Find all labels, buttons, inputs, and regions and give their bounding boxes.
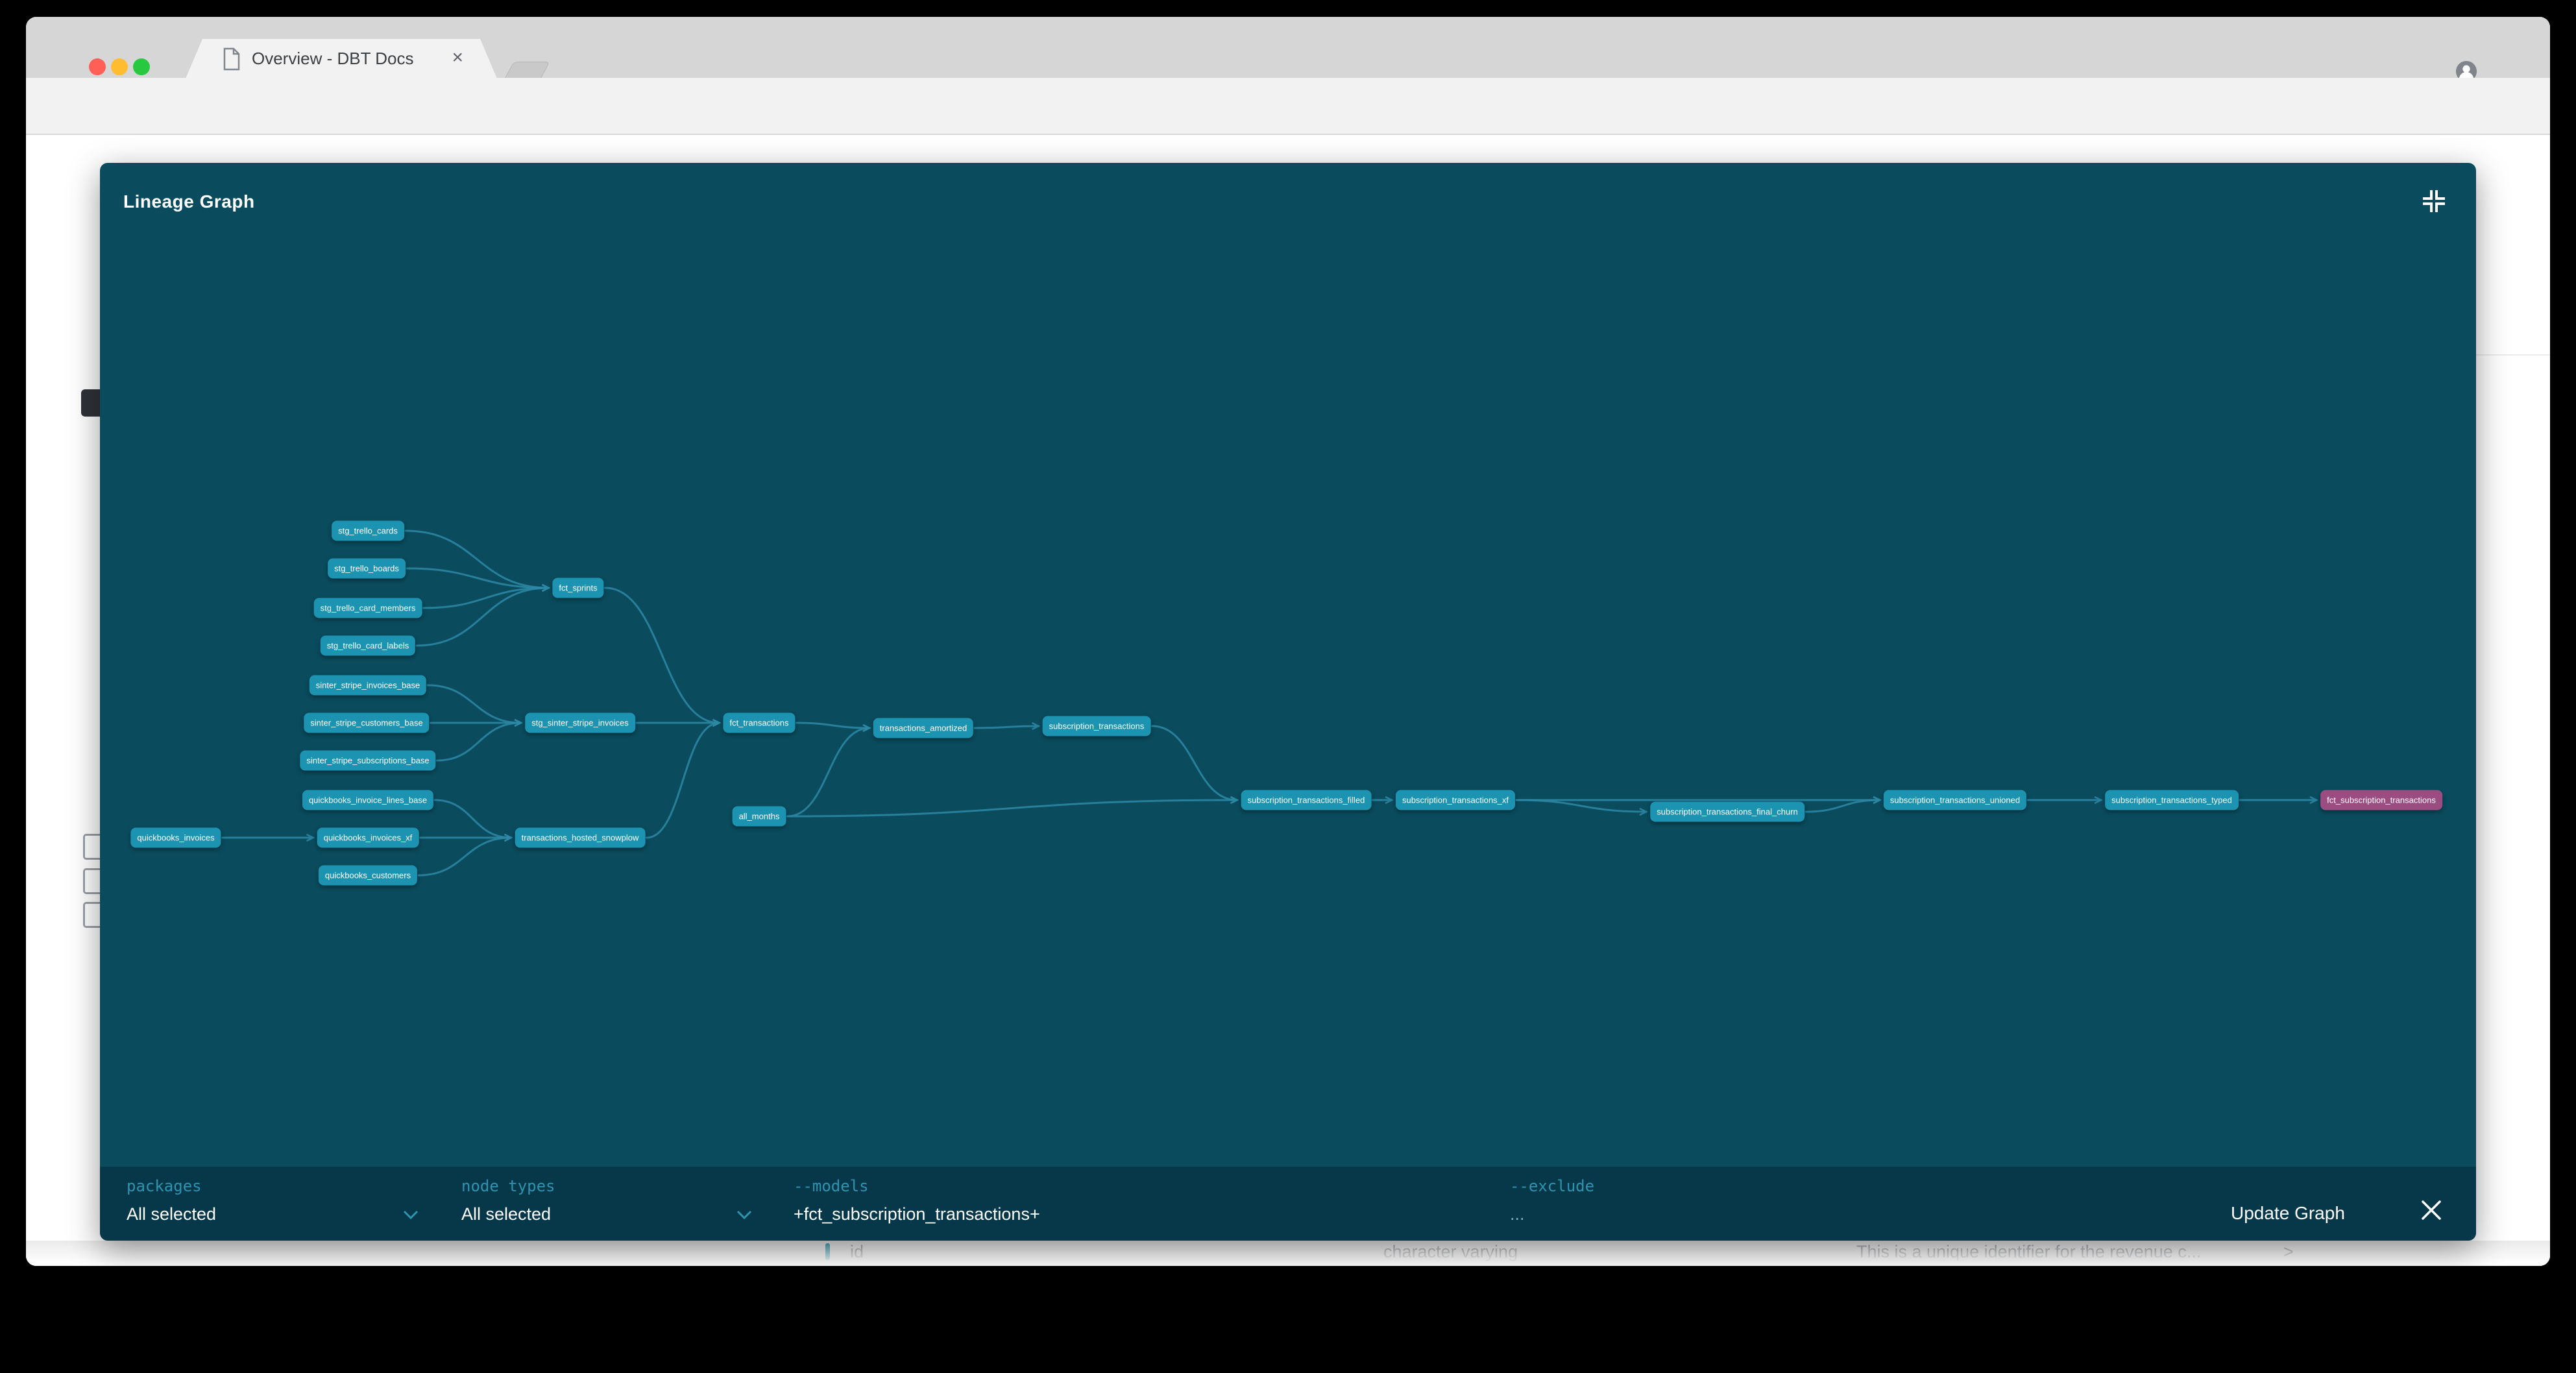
browser-window: Overview - DBT Docs × <box>26 17 2550 1266</box>
page-table-row: id character varying This is a unique id… <box>26 1241 2550 1266</box>
column-datatype: character varying <box>1383 1242 1518 1261</box>
node-types-select[interactable]: All selected <box>461 1204 552 1224</box>
graph-edge <box>604 587 722 727</box>
collapse-graph-icon[interactable] <box>2419 186 2449 216</box>
graph-node-subscription_transactions_filled[interactable]: subscription_transactions_filled <box>1241 790 1372 810</box>
graph-node-fct_transactions[interactable]: fct_transactions <box>723 712 796 733</box>
graph-node-subscription_transactions_xf[interactable]: subscription_transactions_xf <box>1395 790 1516 810</box>
tab-strip: Overview - DBT Docs × <box>26 17 2550 85</box>
page-icon <box>222 47 241 71</box>
graph-edge <box>433 799 513 842</box>
graph-node-stg_trello_card_labels[interactable]: stg_trello_card_labels <box>320 635 416 656</box>
row-expand-chevron[interactable]: > <box>2283 1242 2294 1261</box>
node-types-label: node types <box>461 1177 555 1195</box>
profile-avatar-icon[interactable] <box>2455 60 2477 82</box>
graph-edge <box>422 583 551 609</box>
graph-node-sinter_stripe_subscriptions_base[interactable]: sinter_stripe_subscriptions_base <box>300 750 436 771</box>
graph-node-all_months[interactable]: all_months <box>732 806 786 827</box>
panel-title: Lineage Graph <box>123 191 255 212</box>
graph-edge <box>1515 799 1648 816</box>
packages-label: packages <box>127 1177 202 1195</box>
graph-edge <box>406 567 551 592</box>
graph-edge <box>1151 725 1239 805</box>
graph-node-stg_trello_card_members[interactable]: stg_trello_card_members <box>313 598 422 618</box>
graph-node-sinter_stripe_customers_base[interactable]: sinter_stripe_customers_base <box>304 712 430 733</box>
graph-node-subscription_transactions_final_churn[interactable]: subscription_transactions_final_churn <box>1650 801 1804 822</box>
graph-edge <box>426 684 523 727</box>
chevron-down-icon[interactable] <box>402 1209 419 1220</box>
tab-title: Overview - DBT Docs <box>252 49 414 68</box>
graph-node-quickbooks_invoice_lines_base[interactable]: quickbooks_invoice_lines_base <box>302 790 434 810</box>
graph-node-stg_trello_boards[interactable]: stg_trello_boards <box>328 558 406 579</box>
graph-node-quickbooks_invoices[interactable]: quickbooks_invoices <box>130 827 221 848</box>
graph-edge <box>796 722 871 733</box>
graph-edge <box>436 718 523 762</box>
graph-node-fct_subscription_transactions[interactable]: fct_subscription_transactions <box>2320 790 2442 810</box>
graph-node-subscription_transactions[interactable]: subscription_transactions <box>1042 716 1151 736</box>
tab-close-icon[interactable]: × <box>452 47 463 68</box>
graph-edge <box>786 796 1239 818</box>
graph-node-stg_trello_cards[interactable]: stg_trello_cards <box>332 520 404 541</box>
graph-filter-bar: packages All selected node types All sel… <box>100 1167 2476 1241</box>
lineage-edges <box>221 529 2318 877</box>
window-zoom-button[interactable] <box>133 58 150 75</box>
graph-node-quickbooks_customers[interactable]: quickbooks_customers <box>318 865 418 886</box>
graph-edge <box>786 723 871 818</box>
browser-toolbar: localhost:8080/index.html#!/model/model.… <box>26 78 2550 189</box>
close-graph-icon[interactable] <box>2418 1197 2445 1224</box>
lineage-graph-panel: stg_trello_cards stg_trello_boards stg_tre… <box>100 163 2476 1241</box>
graph-node-sinter_stripe_invoices_base[interactable]: sinter_stripe_invoices_base <box>309 675 427 696</box>
graph-edge <box>973 722 1041 731</box>
graph-node-quickbooks_invoices_xf[interactable]: quickbooks_invoices_xf <box>317 827 419 848</box>
graph-node-subscription_transactions_unioned[interactable]: subscription_transactions_unioned <box>1883 790 2027 810</box>
graph-edge <box>646 718 722 839</box>
graph-node-subscription_transactions_typed[interactable]: subscription_transactions_typed <box>2105 790 2239 810</box>
lineage-graph-canvas[interactable]: stg_trello_cards stg_trello_boards stg_tre… <box>100 163 2476 1167</box>
graph-node-fct_sprints[interactable]: fct_sprints <box>552 577 604 598</box>
packages-select[interactable]: All selected <box>127 1204 217 1224</box>
column-description: This is a unique identifier for the reve… <box>1856 1242 2202 1261</box>
column-type-icon <box>825 1243 830 1260</box>
models-label: --models <box>794 1177 869 1195</box>
graph-node-transactions_amortized[interactable]: transactions_amortized <box>873 718 974 738</box>
graph-node-stg_sinter_stripe_invoices[interactable]: stg_sinter_stripe_invoices <box>525 712 635 733</box>
column-name: id <box>850 1242 864 1261</box>
graph-edge <box>417 833 513 877</box>
page-divider <box>2476 354 2550 356</box>
window-close-button[interactable] <box>89 58 106 75</box>
window-minimize-button[interactable] <box>111 58 128 75</box>
models-input[interactable]: +fct_subscription_transactions+ <box>794 1204 1040 1224</box>
exclude-label: --exclude <box>1510 1177 1595 1195</box>
graph-edge <box>404 529 551 592</box>
exclude-input[interactable]: ... <box>1510 1204 1525 1224</box>
graph-node-transactions_hosted_snowplow[interactable]: transactions_hosted_snowplow <box>515 827 646 848</box>
graph-edge <box>1804 796 1882 813</box>
graph-edge <box>415 583 551 647</box>
update-graph-button[interactable]: Update Graph <box>2231 1203 2345 1223</box>
browser-tab[interactable]: Overview - DBT Docs × <box>186 39 497 79</box>
chevron-down-icon[interactable] <box>736 1209 753 1220</box>
